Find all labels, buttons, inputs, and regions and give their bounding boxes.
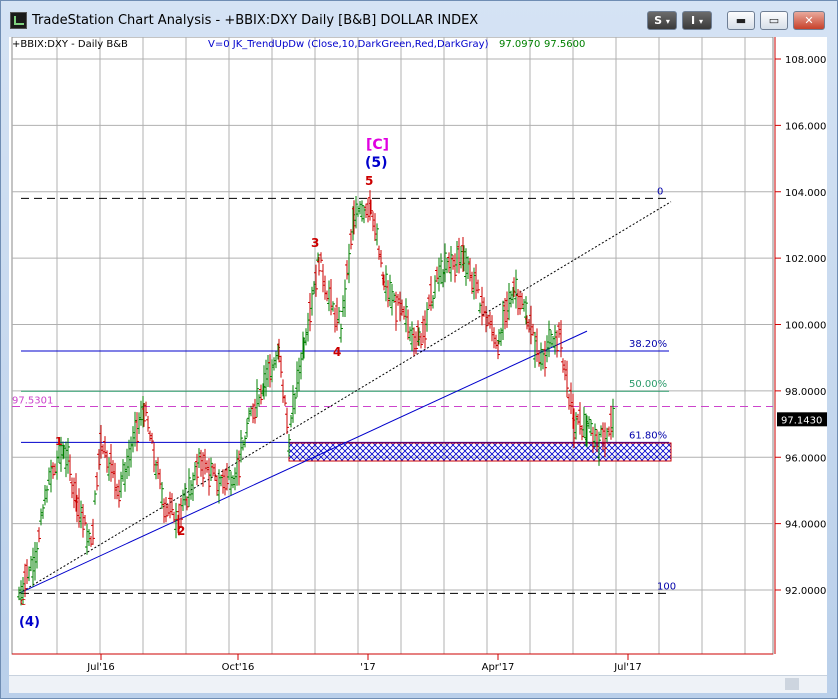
fib-label: 100 (657, 581, 676, 592)
wave-label: (5) (365, 155, 388, 171)
close-button[interactable]: ✕ (793, 11, 825, 30)
indicator-value-2: 97.5600 (544, 39, 585, 50)
target-zone-box (288, 442, 672, 462)
price-tick-label: 98.0000 (785, 387, 826, 398)
fib-label: 61.80% (629, 430, 667, 441)
minimize-button[interactable]: ▬ (727, 11, 755, 30)
fib-label: 50.00% (629, 379, 667, 390)
price-tick-label: 92.0000 (785, 586, 826, 597)
price-reference-label: 97.5301 (12, 395, 53, 406)
price-tick-label: 94.0000 (785, 520, 826, 531)
price-tick-label: 108.0000 (785, 55, 827, 66)
solid-trendline (18, 330, 588, 594)
title-bar[interactable]: TradeStation Chart Analysis - +BBIX:DXY … (1, 1, 837, 37)
wave-label: 1 (55, 435, 63, 448)
price-tick-label: 100.0000 (785, 321, 827, 332)
time-tick-label: Jul'16 (86, 662, 115, 673)
wave-label: [C] (366, 137, 389, 153)
indicator-label: V=0 JK_TrendUpDw (Close,10,DarkGreen,Red… (208, 39, 489, 50)
scrollbar-thumb[interactable] (785, 678, 799, 690)
wave-label: 5 (365, 174, 373, 188)
time-tick-label: Apr'17 (482, 662, 515, 673)
last-price-label: 97.1430 (781, 415, 822, 426)
price-chart[interactable]: 0 38.20% 50.00% 61.80% 100 97.5301 1 2 3 4 5 (5) [C… (9, 36, 833, 675)
time-tick-label: Oct'16 (222, 662, 255, 673)
horizontal-scrollbar[interactable] (9, 675, 827, 693)
price-tick-label: 96.0000 (785, 453, 826, 464)
wave-label: 4 (333, 345, 341, 359)
dotted-trendline (18, 201, 672, 594)
fib-label: 38.20% (629, 339, 667, 350)
time-tick-label: '17 (360, 662, 375, 673)
maximize-button[interactable]: ▭ (760, 11, 788, 30)
price-tick-label: 102.0000 (785, 254, 827, 265)
i-menu-button[interactable]: I ▾ (682, 11, 712, 30)
price-tick-label: 104.0000 (785, 188, 827, 199)
last-price-box (777, 412, 827, 427)
indicator-value-1: 97.0970 (499, 39, 540, 50)
wave-label: 2 (177, 524, 185, 538)
s-menu-button[interactable]: S ▾ (647, 11, 677, 30)
wave-label: c (20, 595, 26, 608)
symbol-label: +BBIX:DXY - Daily B&B (12, 39, 128, 50)
time-tick-label: Jul'17 (613, 662, 642, 673)
chart-canvas[interactable]: 0 38.20% 50.00% 61.80% 100 97.5301 1 2 3 4 5 (5) [C… (9, 36, 833, 675)
window-title: TradeStation Chart Analysis - +BBIX:DXY … (32, 13, 479, 28)
fib-label: 0 (657, 186, 663, 197)
wave-label: (4) (19, 615, 40, 630)
wave-label: 3 (311, 236, 319, 250)
tradestation-app-icon (10, 12, 27, 29)
price-tick-label: 106.0000 (785, 121, 827, 132)
